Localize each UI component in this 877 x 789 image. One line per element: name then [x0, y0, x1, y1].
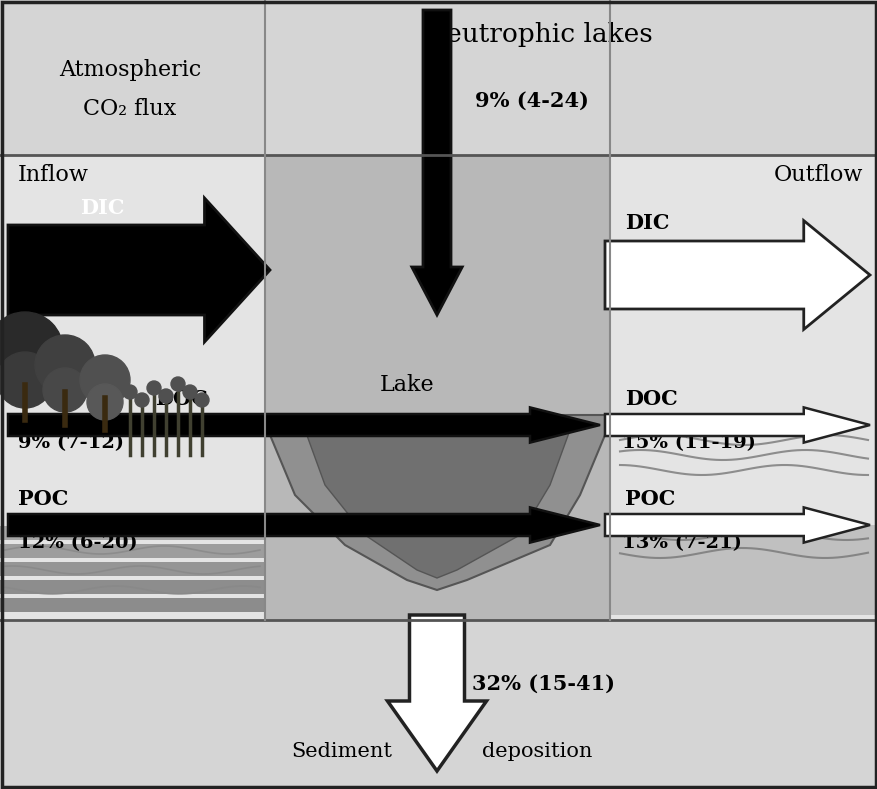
Circle shape	[35, 335, 95, 395]
Text: 5 eutrophic lakes: 5 eutrophic lakes	[421, 21, 652, 47]
Circle shape	[123, 385, 137, 399]
Bar	[0, 526, 265, 540]
Polygon shape	[604, 507, 869, 543]
Bar	[610, 155, 877, 620]
Circle shape	[182, 385, 196, 399]
Circle shape	[0, 312, 63, 388]
Polygon shape	[387, 615, 486, 771]
Bar	[0, 544, 265, 558]
Text: deposition: deposition	[481, 742, 592, 761]
Circle shape	[43, 368, 87, 412]
Polygon shape	[604, 407, 869, 443]
Text: DOC: DOC	[624, 389, 677, 409]
Text: CO₂ flux: CO₂ flux	[83, 98, 176, 119]
Circle shape	[87, 384, 123, 420]
Text: Outflow: Outflow	[773, 164, 862, 186]
Text: Sediment: Sediment	[290, 742, 391, 761]
Polygon shape	[270, 415, 604, 590]
Text: Inflow: Inflow	[18, 164, 89, 186]
Bar	[0, 155, 265, 620]
Text: POC: POC	[18, 489, 68, 509]
Bar	[0, 562, 265, 576]
Bar	[0, 580, 265, 594]
Polygon shape	[8, 507, 599, 543]
Circle shape	[135, 393, 149, 407]
Bar	[610, 525, 877, 615]
Bar	[0, 598, 265, 612]
Text: DIC: DIC	[624, 213, 669, 233]
Bar	[265, 155, 610, 620]
Text: Atmospheric: Atmospheric	[59, 58, 201, 80]
Circle shape	[171, 377, 185, 391]
Text: 9% (4-24): 9% (4-24)	[474, 91, 588, 110]
Text: 15% (11-19): 15% (11-19)	[621, 434, 755, 452]
Circle shape	[80, 355, 130, 405]
Circle shape	[195, 393, 209, 407]
Polygon shape	[411, 10, 461, 315]
Polygon shape	[604, 221, 869, 329]
Text: Lake: Lake	[379, 374, 434, 396]
Text: 9% (7-12): 9% (7-12)	[18, 434, 124, 452]
Text: 12% (6-20): 12% (6-20)	[18, 534, 138, 552]
Circle shape	[0, 352, 53, 408]
Text: 40% (25-53): 40% (25-53)	[619, 275, 762, 295]
Polygon shape	[304, 430, 569, 578]
Text: 32% (15-41): 32% (15-41)	[472, 675, 614, 694]
Polygon shape	[8, 198, 270, 342]
Text: 70% (59-84): 70% (59-84)	[22, 268, 165, 288]
Circle shape	[159, 389, 173, 403]
Circle shape	[146, 381, 160, 395]
Bar	[0, 0, 877, 155]
Text: DIC: DIC	[80, 198, 125, 218]
Polygon shape	[8, 407, 599, 443]
Text: 13% (7-21): 13% (7-21)	[621, 534, 741, 552]
Text: POC: POC	[624, 489, 674, 509]
Bar	[0, 620, 877, 789]
Text: DOC: DOC	[155, 389, 208, 409]
